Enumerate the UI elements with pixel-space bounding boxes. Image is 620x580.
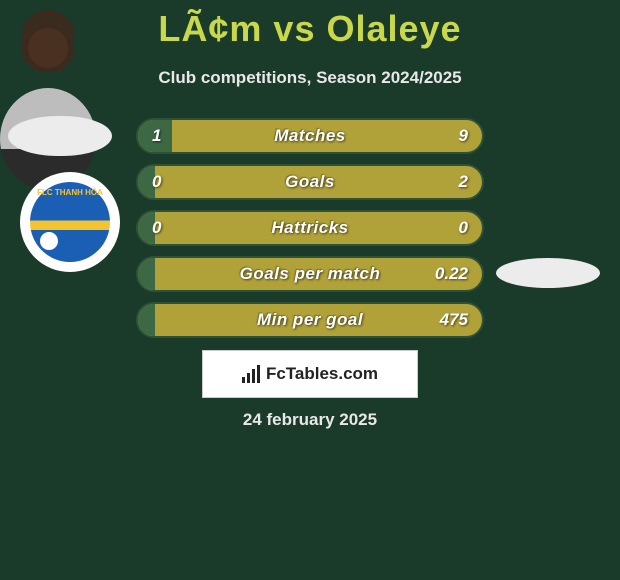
stat-right-value: 2	[459, 166, 468, 198]
page-title: LÃ¢m vs Olaleye	[0, 0, 620, 50]
stat-right-value: 9	[459, 120, 468, 152]
stat-label: Goals	[138, 166, 482, 198]
stat-label: Matches	[138, 120, 482, 152]
stat-row-goals-per-match: Goals per match 0.22	[136, 256, 484, 292]
stat-row-goals: 0 Goals 2	[136, 164, 484, 200]
stat-right-value: 0	[459, 212, 468, 244]
stat-right-value: 475	[440, 304, 468, 336]
stat-row-hattricks: 0 Hattricks 0	[136, 210, 484, 246]
comparison-card: LÃ¢m vs Olaleye Club competitions, Seaso…	[0, 0, 620, 580]
brand-text: FcTables.com	[266, 364, 378, 384]
stat-row-matches: 1 Matches 9	[136, 118, 484, 154]
subtitle: Club competitions, Season 2024/2025	[0, 68, 620, 88]
date-text: 24 february 2025	[0, 410, 620, 430]
brand-box: FcTables.com	[202, 350, 418, 398]
stats-area: 1 Matches 9 0 Goals 2 0 Hattricks 0 Goal…	[0, 118, 620, 348]
stat-label: Goals per match	[138, 258, 482, 290]
avatar-face	[28, 28, 68, 68]
brand-bars-icon	[242, 365, 260, 383]
stat-row-min-per-goal: Min per goal 475	[136, 302, 484, 338]
stat-right-value: 0.22	[435, 258, 468, 290]
stat-label: Min per goal	[138, 304, 482, 336]
stat-label: Hattricks	[138, 212, 482, 244]
